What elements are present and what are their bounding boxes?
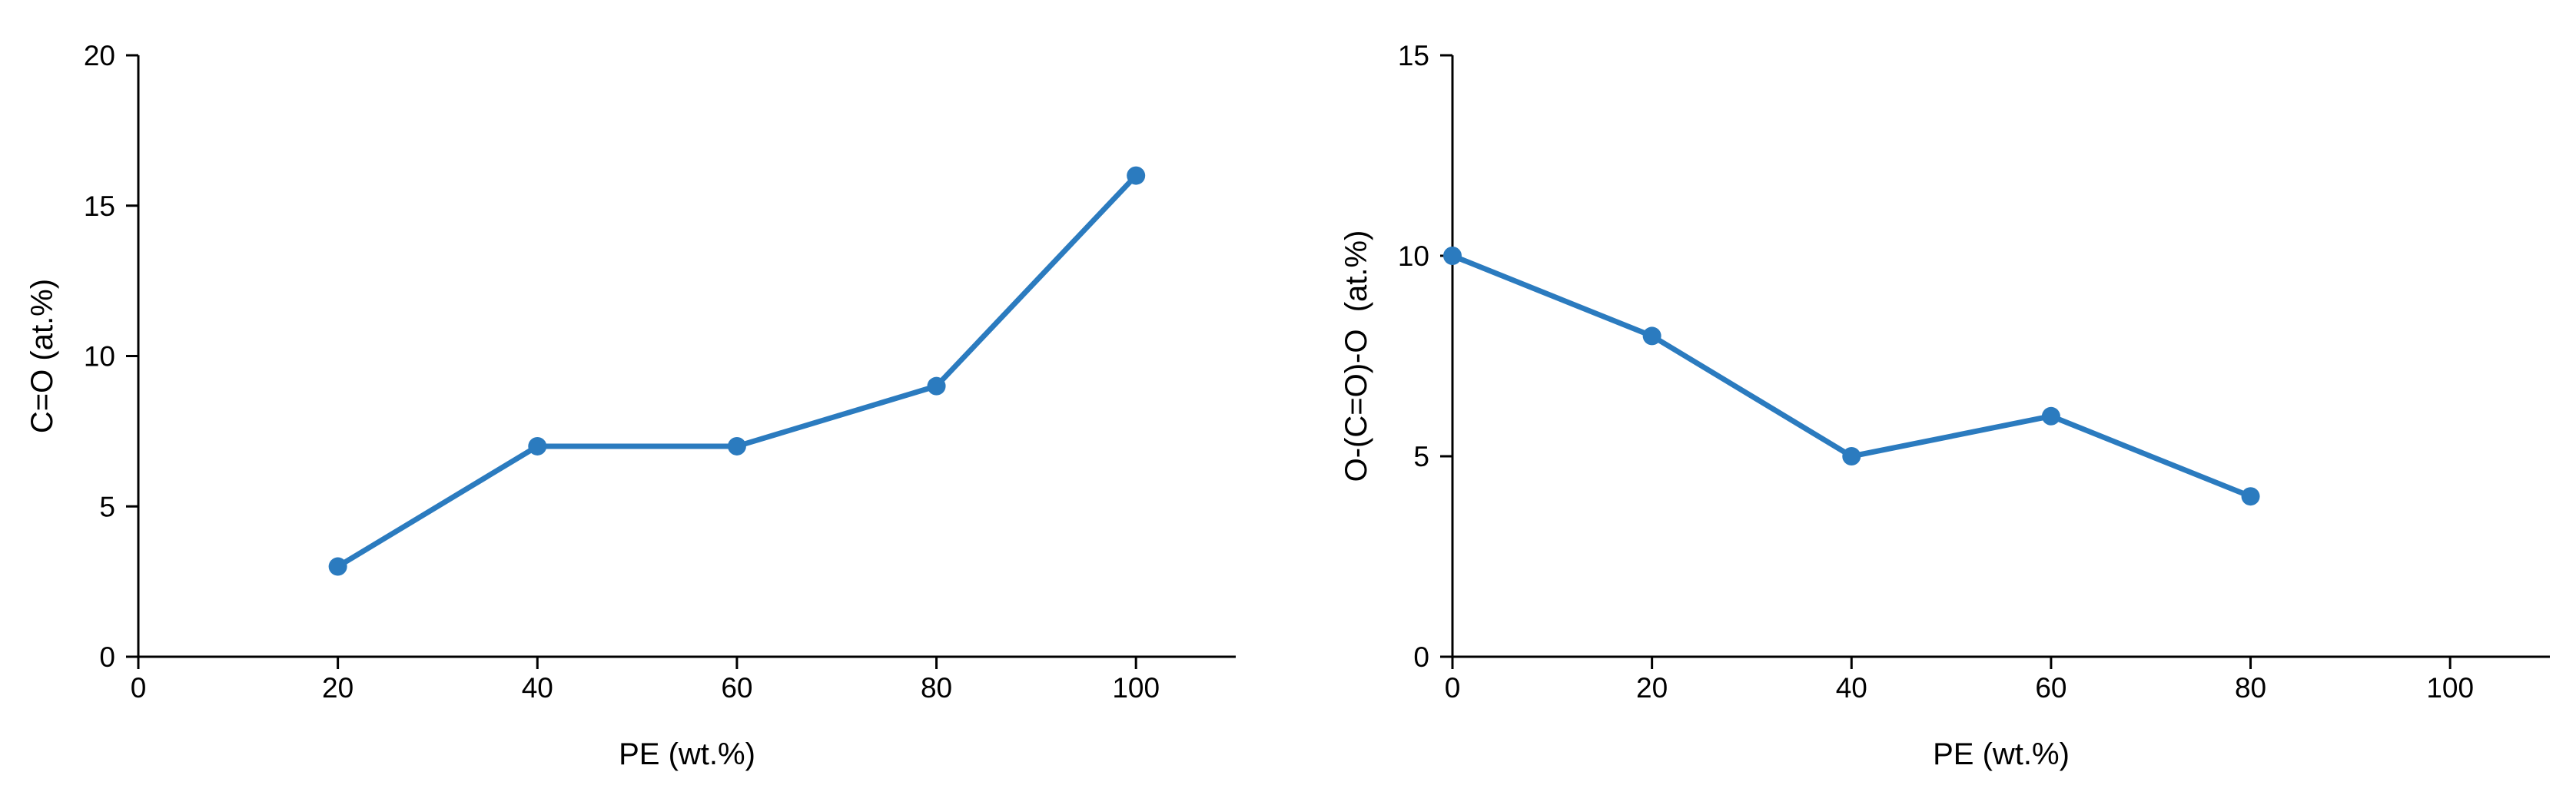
x-tick-label: 60 — [721, 672, 752, 704]
data-point — [528, 436, 547, 456]
data-point — [727, 436, 746, 456]
y-axis-title: C=O (at.%) — [25, 279, 59, 433]
y-axis-title: O-(C=O)-O (at.%) — [1339, 230, 1373, 482]
y-tick-label: 5 — [99, 491, 115, 522]
x-tick-label: 0 — [1445, 672, 1461, 704]
x-tick-label: 80 — [2235, 672, 2266, 704]
x-tick-label: 20 — [322, 672, 354, 704]
x-tick-label: 80 — [921, 672, 952, 704]
series-line — [335, 173, 1139, 570]
x-tick-label: 20 — [1636, 672, 1668, 704]
chart-c-o: 0 5 10 15 20 0 20 40 60 80 100 PE (wt.%) C=O (at.%) — [25, 40, 1236, 771]
data-point — [927, 376, 946, 396]
x-tick-label: 0 — [131, 672, 147, 704]
y-tick-label: 10 — [84, 341, 115, 373]
data-point — [2041, 406, 2060, 426]
x-axis-title: PE (wt.%) — [619, 737, 755, 771]
y-tick-label: 20 — [84, 40, 115, 71]
y-tick-label: 10 — [1398, 240, 1429, 272]
x-tick-label: 60 — [2035, 672, 2066, 704]
x-tick-label: 40 — [522, 672, 553, 704]
data-point — [328, 557, 347, 576]
x-tick-label: 100 — [1112, 672, 1160, 704]
x-tick-label: 40 — [1836, 672, 1867, 704]
y-tick-label: 5 — [1413, 441, 1429, 472]
x-tick-label: 100 — [2426, 672, 2474, 704]
data-point — [1443, 247, 1462, 265]
data-point — [2241, 487, 2260, 506]
y-tick-label: 0 — [99, 641, 115, 673]
x-axis-title: PE (wt.%) — [1933, 737, 2070, 771]
y-tick-label: 15 — [1398, 40, 1429, 71]
data-point — [1642, 326, 1661, 346]
y-tick-label: 0 — [1413, 641, 1429, 673]
chart-carbonate: 0 5 10 15 0 20 40 60 80 100 PE (wt.%) O-(C=O)-O (at… — [1339, 40, 2550, 771]
y-tick-label: 15 — [84, 190, 115, 222]
data-point — [1842, 447, 1861, 465]
data-point — [1127, 166, 1146, 185]
